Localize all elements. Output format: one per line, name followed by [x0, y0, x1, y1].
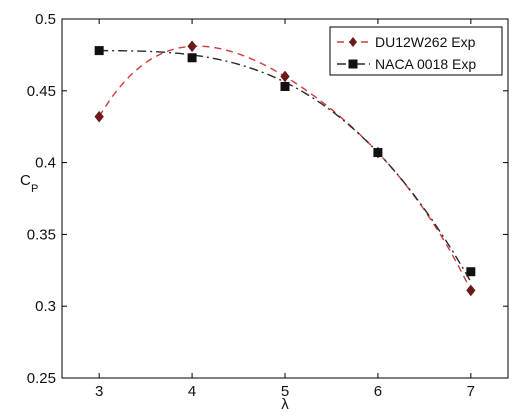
legend-label: NACA 0018 Exp: [375, 56, 476, 72]
y-tick-label: 0.5: [35, 11, 56, 28]
x-axis-label: λ: [281, 396, 289, 412]
diamond-marker: [94, 110, 104, 123]
x-tick-label: 3: [95, 383, 103, 400]
square-marker: [466, 267, 476, 277]
square-marker: [187, 53, 197, 63]
data-markers: [94, 40, 476, 297]
diamond-marker: [466, 284, 476, 297]
legend-diamond-icon: [349, 37, 357, 47]
y-tick-label: 0.4: [35, 155, 56, 172]
y-axis-label: C: [20, 172, 31, 189]
legend-box: [329, 26, 503, 76]
x-tick-label: 5: [281, 383, 289, 400]
y-tick-label: 0.25: [27, 370, 56, 387]
legend: DU12W262 Exp NACA 0018 Exp: [329, 26, 503, 76]
axis-ticks: 3 4 5 6 7 0.25 0.3 0.35 0.4 0.45 0.5: [27, 11, 508, 400]
y-tick-label: 0.3: [35, 298, 56, 315]
x-tick-label: 7: [467, 383, 475, 400]
diamond-marker: [280, 70, 290, 83]
square-marker: [94, 46, 104, 56]
square-marker: [280, 81, 290, 91]
legend-label: DU12W262 Exp: [375, 34, 476, 50]
x-tick-label: 6: [374, 383, 382, 400]
y-axis-label-subscript: P: [31, 183, 38, 195]
legend-square-icon: [348, 59, 358, 69]
x-tick-label: 4: [188, 383, 196, 400]
diamond-marker: [187, 40, 197, 53]
y-tick-label: 0.45: [27, 83, 56, 100]
square-marker: [373, 148, 383, 158]
y-tick-label: 0.35: [27, 226, 56, 243]
